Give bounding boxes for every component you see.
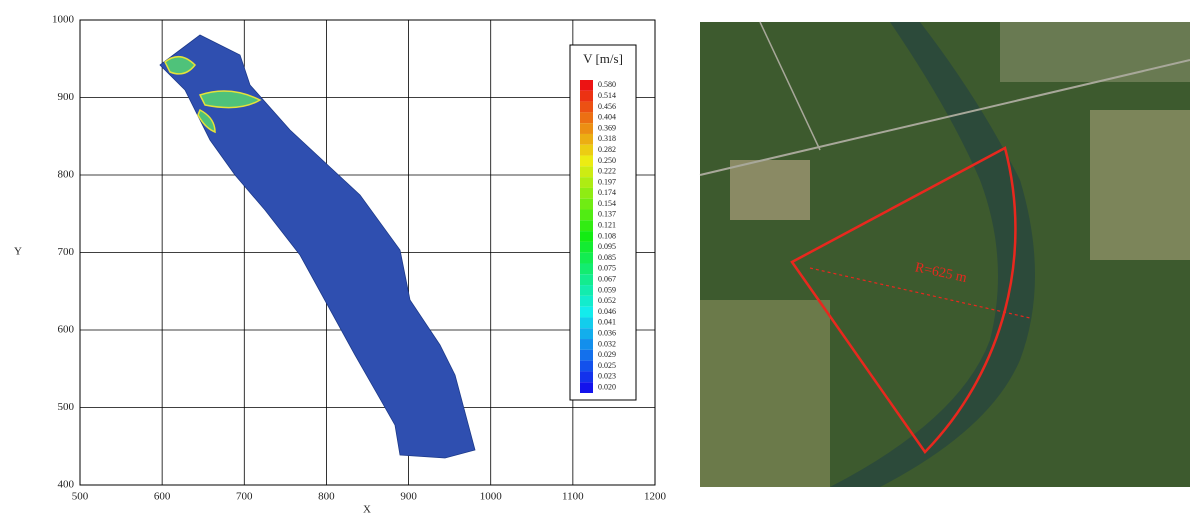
legend-label: 0.580 xyxy=(598,80,616,89)
legend-swatch xyxy=(580,350,593,361)
legend-swatch xyxy=(580,102,593,113)
legend-swatch xyxy=(580,145,593,156)
legend-label: 0.514 xyxy=(598,91,616,100)
legend-label: 0.095 xyxy=(598,242,616,251)
legend-swatch xyxy=(580,166,593,177)
y-tick-label: 1000 xyxy=(52,14,75,26)
field xyxy=(730,160,810,220)
x-tick-label: 700 xyxy=(236,491,253,503)
legend-label: 0.041 xyxy=(598,318,616,327)
legend-swatch xyxy=(580,112,593,123)
x-tick-label: 1000 xyxy=(480,491,503,503)
legend-swatch xyxy=(580,123,593,134)
legend-label: 0.318 xyxy=(598,134,616,143)
x-tick-label: 900 xyxy=(400,491,417,503)
y-tick-label: 700 xyxy=(58,246,75,258)
x-tick-label: 1200 xyxy=(644,491,667,503)
legend-label: 0.197 xyxy=(598,177,616,186)
legend-label: 0.108 xyxy=(598,231,616,240)
satellite-photo: R=625 m xyxy=(700,22,1190,487)
legend-swatch xyxy=(580,188,593,199)
field xyxy=(1000,22,1190,82)
legend-label: 0.020 xyxy=(598,382,616,391)
y-tick-label: 900 xyxy=(58,91,75,103)
legend-swatch xyxy=(580,231,593,242)
legend-swatch xyxy=(580,220,593,231)
legend-label: 0.250 xyxy=(598,156,616,165)
legend-swatch xyxy=(580,253,593,264)
legend-swatch xyxy=(580,242,593,253)
x-tick-label: 800 xyxy=(318,491,335,503)
legend-label: 0.137 xyxy=(598,210,616,219)
legend-swatch xyxy=(580,156,593,167)
legend-swatch xyxy=(580,91,593,102)
legend-swatch xyxy=(580,317,593,328)
legend-swatch xyxy=(580,210,593,221)
legend-label: 0.154 xyxy=(598,199,616,208)
legend-swatch xyxy=(580,361,593,372)
x-tick-label: 500 xyxy=(72,491,89,503)
y-tick-label: 400 xyxy=(58,479,75,491)
legend-swatch xyxy=(580,199,593,210)
legend-swatch xyxy=(580,134,593,145)
y-tick-label: 600 xyxy=(58,324,75,336)
legend-swatch xyxy=(580,371,593,382)
field xyxy=(1090,110,1190,260)
legend-label: 0.404 xyxy=(598,113,616,122)
legend-label: 0.222 xyxy=(598,167,616,176)
legend-label: 0.052 xyxy=(598,296,616,305)
y-tick-label: 500 xyxy=(58,401,75,413)
x-tick-label: 600 xyxy=(154,491,171,503)
legend-swatch xyxy=(580,382,593,393)
legend-label: 0.282 xyxy=(598,145,616,154)
legend-label: 0.121 xyxy=(598,221,616,230)
y-axis-label: Y xyxy=(14,246,22,258)
legend-label: 0.075 xyxy=(598,264,616,273)
legend-label: 0.067 xyxy=(598,275,616,284)
field xyxy=(700,300,830,487)
legend-label: 0.174 xyxy=(598,188,616,197)
legend-swatch xyxy=(580,296,593,307)
legend-swatch xyxy=(580,274,593,285)
legend-swatch xyxy=(580,328,593,339)
legend-swatch xyxy=(580,80,593,91)
x-tick-label: 1100 xyxy=(562,491,584,503)
legend-label: 0.369 xyxy=(598,123,616,132)
legend-swatch xyxy=(580,263,593,274)
legend-label: 0.023 xyxy=(598,372,616,381)
legend-title: V [m/s] xyxy=(583,51,623,66)
legend-label: 0.036 xyxy=(598,328,616,337)
legend-label: 0.456 xyxy=(598,102,616,111)
legend-swatch xyxy=(580,339,593,350)
legend-label: 0.025 xyxy=(598,361,616,370)
legend-label: 0.059 xyxy=(598,285,616,294)
y-tick-label: 800 xyxy=(58,169,75,181)
legend-label: 0.032 xyxy=(598,339,616,348)
figure: V [m/s] 0.580 0.514 0.456 0.4040.369 0.318 0.… xyxy=(0,0,1190,520)
legend-label: 0.029 xyxy=(598,350,616,359)
legend-swatch xyxy=(580,177,593,188)
x-axis-label: X xyxy=(363,504,371,516)
legend-label: 0.085 xyxy=(598,253,616,262)
legend-swatch xyxy=(580,307,593,318)
legend-label: 0.046 xyxy=(598,307,616,316)
legend-swatch xyxy=(580,285,593,296)
